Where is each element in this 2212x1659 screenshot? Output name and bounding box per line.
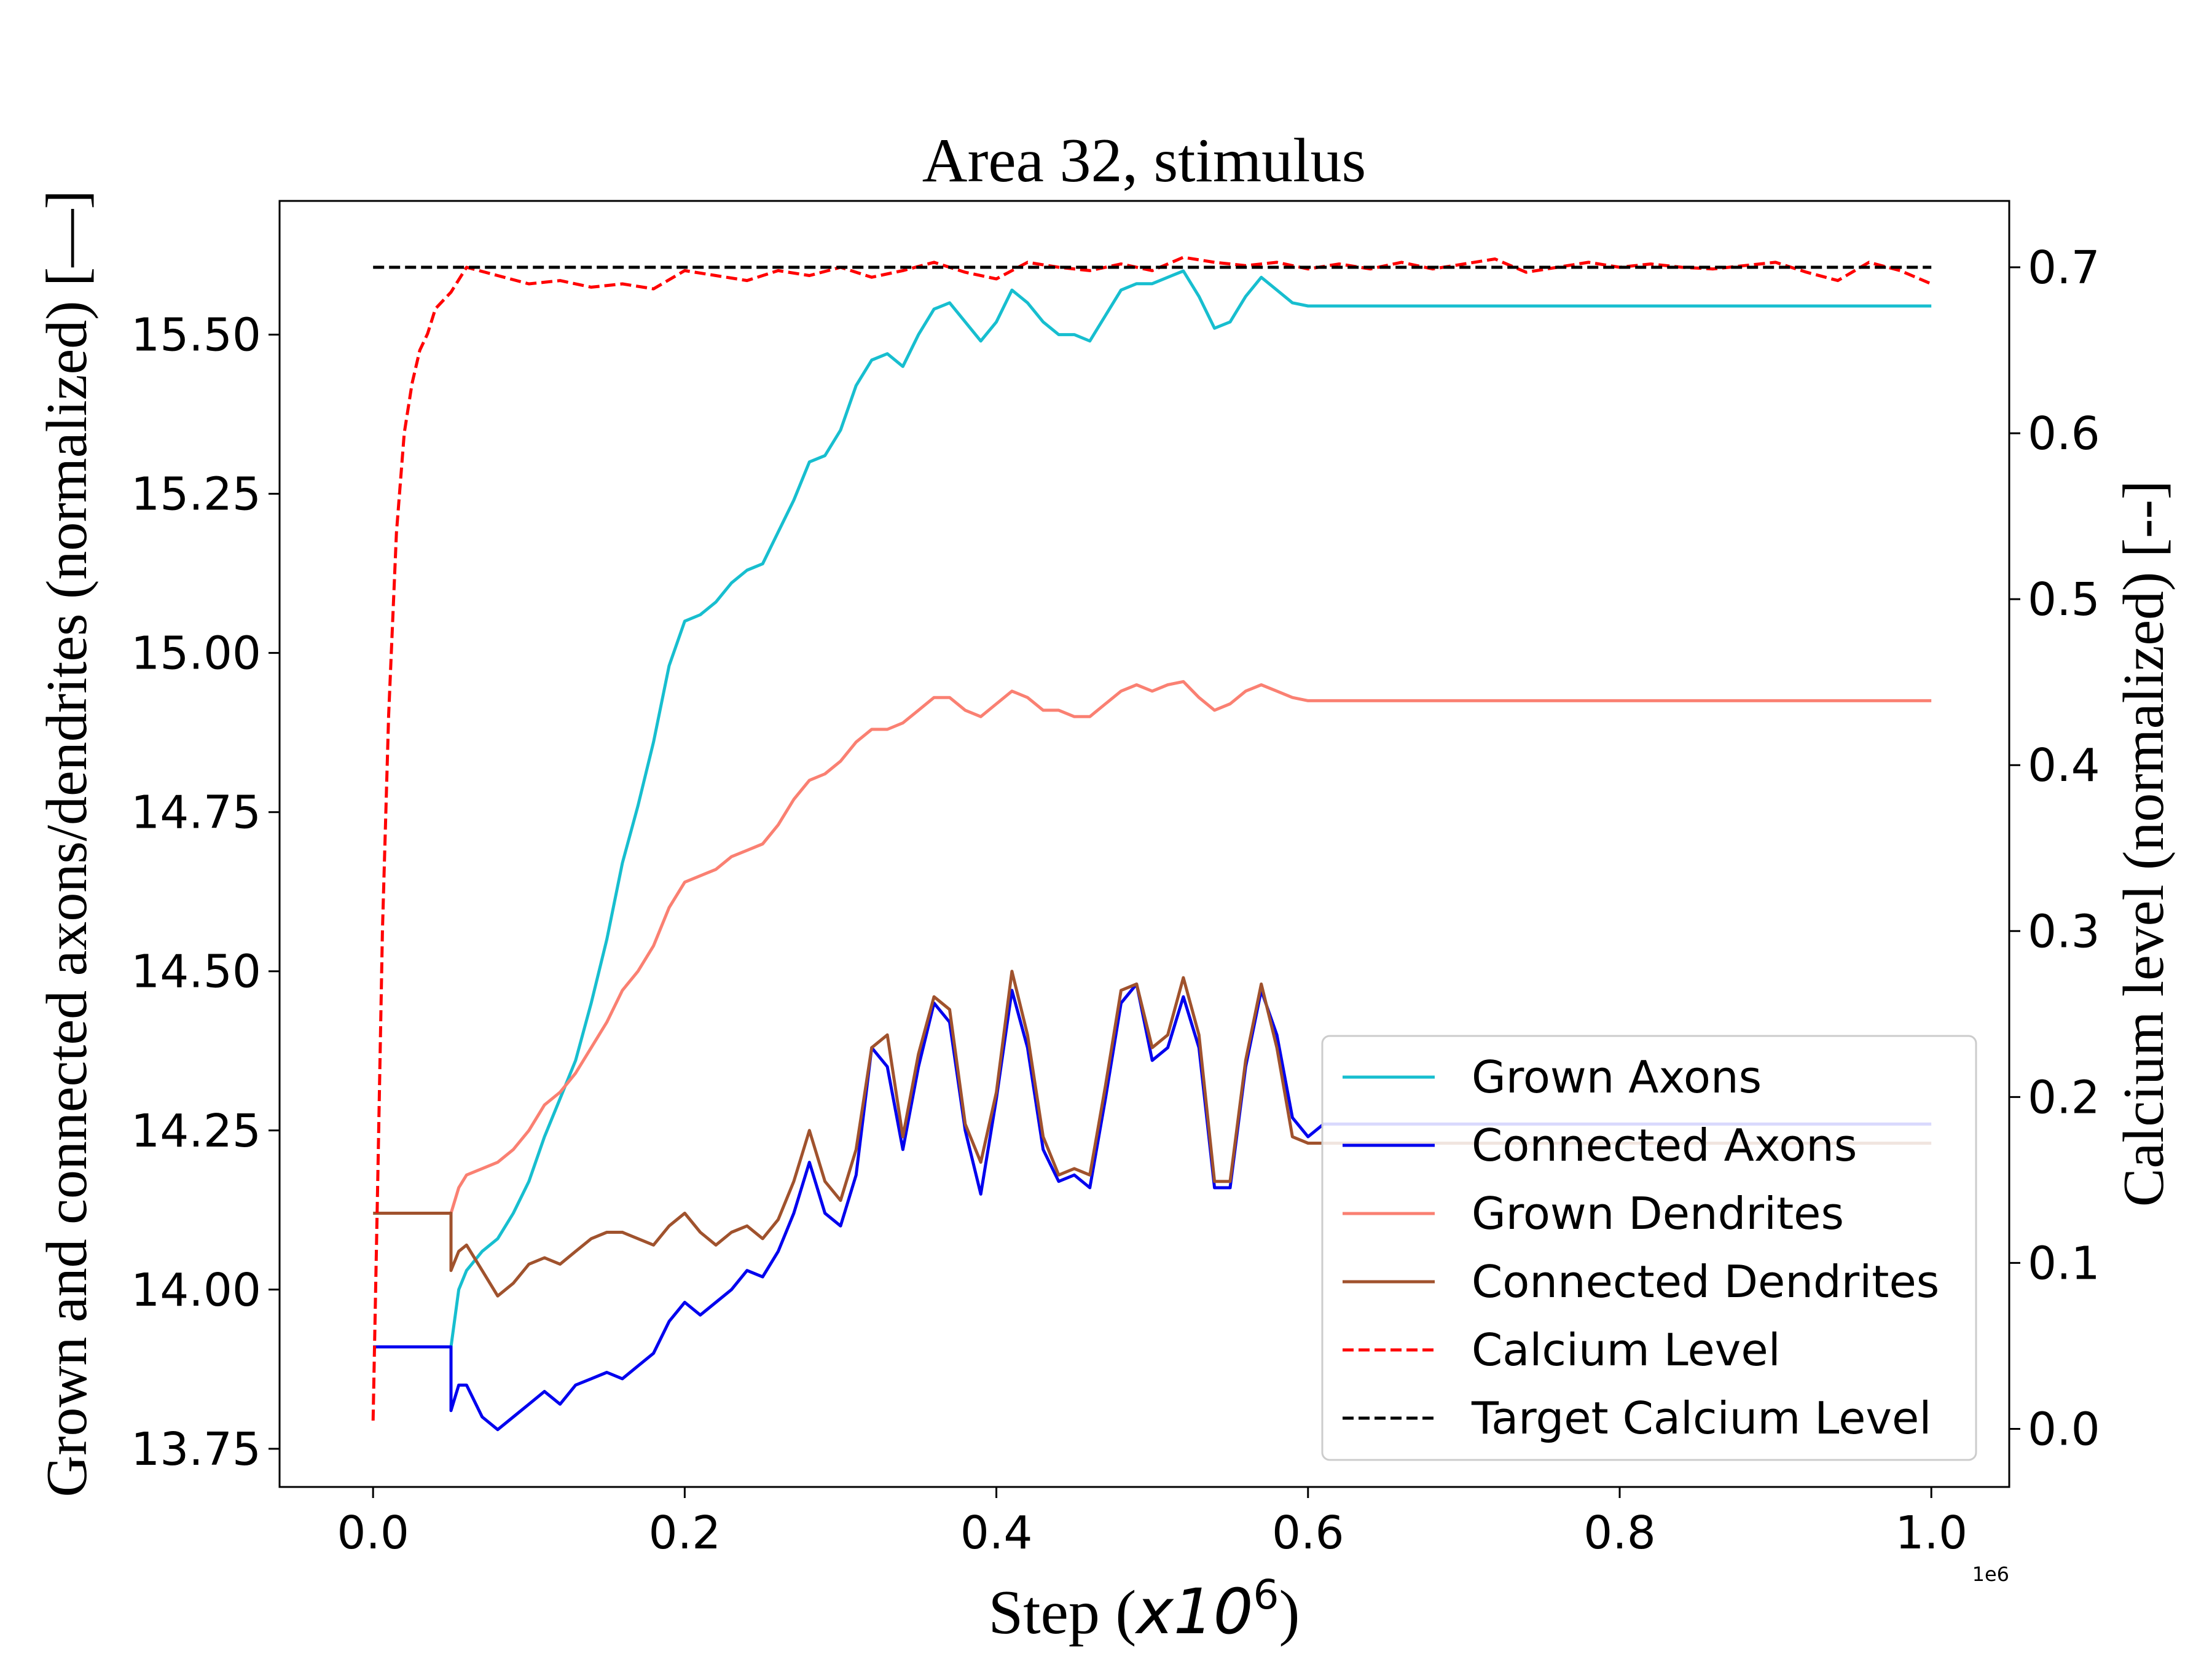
legend-entries: Grown Axons Connected Axons Grown Dendrite…: [1343, 1051, 1939, 1444]
x-axis-label-math: x10: [1134, 1575, 1253, 1649]
x-axis-label: Step (x106): [989, 1571, 1300, 1649]
legend-item-target-calcium-level: Target Calcium Level: [1343, 1392, 1931, 1444]
legend-label: Grown Dendrites: [1472, 1188, 1844, 1239]
x-axis-ticks: 0.0 0.2 0.4 0.6 0.8 1.0: [337, 1487, 1967, 1559]
series-line-connected-dendrites: [373, 970, 1932, 1298]
x-tick-label: 0.6: [1272, 1507, 1344, 1559]
x-tick-label: 0.8: [1583, 1507, 1656, 1559]
x-axis-label-text: Step (: [989, 1578, 1137, 1647]
left-y-tick-label: 15.00: [131, 627, 261, 680]
x-tick-label: 0.2: [649, 1507, 721, 1559]
legend-label: Connected Dendrites: [1472, 1256, 1939, 1308]
left-y-tick-label: 13.75: [131, 1423, 261, 1476]
series-line-grown-axons: [449, 269, 1932, 1347]
right-y-tick-label: 0.7: [2028, 241, 2100, 294]
legend-item-calcium-level: Calcium Level: [1343, 1324, 1781, 1376]
right-y-tick-label: 0.6: [2028, 407, 2100, 460]
right-y-axis-ticks: 0.0 0.1 0.2 0.3 0.4 0.5 0.6 0.7: [2009, 241, 2100, 1456]
right-y-tick-label: 0.0: [2028, 1403, 2100, 1456]
left-y-tick-label: 14.50: [131, 946, 261, 998]
legend-item-grown-dendrites: Grown Dendrites: [1343, 1188, 1844, 1239]
legend-label: Target Calcium Level: [1471, 1392, 1931, 1444]
left-y-tick-label: 15.25: [131, 468, 261, 521]
right-y-tick-label: 0.2: [2028, 1071, 2100, 1124]
series-layer: [371, 256, 1932, 1432]
right-y-tick-label: 0.4: [2028, 739, 2100, 792]
x-tick-label: 1.0: [1895, 1507, 1967, 1559]
x-axis-label-exponent: 6: [1253, 1571, 1279, 1618]
x-axis-label-close: ): [1279, 1578, 1300, 1647]
legend-item-connected-dendrites: Connected Dendrites: [1343, 1256, 1939, 1308]
legend: Grown Axons Connected Axons Grown Dendrite…: [1321, 1035, 1977, 1461]
right-y-tick-label: 0.1: [2028, 1237, 2100, 1290]
plot-frame: [278, 200, 2010, 1488]
left-y-tick-label: 14.00: [131, 1264, 261, 1317]
left-y-tick-label: 15.50: [131, 309, 261, 362]
legend-label: Grown Axons: [1472, 1051, 1762, 1103]
right-y-tick-label: 0.3: [2028, 905, 2100, 958]
left-y-tick-label: 14.75: [131, 786, 261, 839]
right-y-axis-label: Calcium level (normalized) [--]: [2112, 480, 2176, 1207]
x-offset-text: 1e6: [1972, 1563, 2009, 1586]
left-y-tick-label: 14.25: [131, 1105, 261, 1158]
chart-title: Area 32, stimulus: [922, 126, 1366, 195]
x-tick-label: 0.0: [337, 1507, 409, 1559]
legend-label: Calcium Level: [1472, 1324, 1781, 1376]
left-y-axis-label: Grown and connected axons/dendrites (nor…: [35, 190, 99, 1497]
x-tick-label: 0.4: [960, 1507, 1033, 1559]
legend-item-grown-axons: Grown Axons: [1343, 1051, 1762, 1103]
legend-item-connected-axons: Connected Axons: [1343, 1120, 1857, 1171]
left-y-axis-ticks: 13.75 14.00 14.25 14.50 14.75 15.00 15.25 15.50: [131, 309, 280, 1476]
legend-label: Connected Axons: [1472, 1120, 1857, 1171]
series-line-grown-dendrites: [449, 680, 1932, 1214]
legend-box: [1321, 1035, 1977, 1461]
right-y-tick-label: 0.5: [2028, 573, 2100, 626]
